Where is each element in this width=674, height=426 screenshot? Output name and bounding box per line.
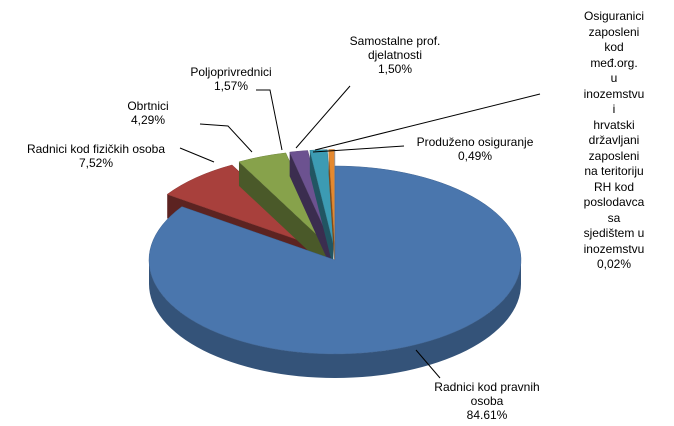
slice-side — [309, 150, 334, 268]
category-label: Osiguranici zaposleni kod međ.org. u ino… — [583, 9, 645, 256]
slice — [148, 165, 522, 355]
slice-label: Obrtnici 4,29% — [127, 99, 168, 127]
leader-line — [415, 349, 441, 379]
value-label: 0,49% — [457, 149, 493, 163]
slice-side — [149, 260, 521, 378]
leader-line — [179, 147, 215, 163]
slice-label: Radnici kod fizičkih osoba 7,52% — [27, 142, 165, 170]
value-label: 7,52% — [78, 156, 114, 170]
slice — [328, 149, 335, 244]
slice-label: Radnici kod pravnih osoba 84.61% — [434, 380, 539, 422]
leader-line — [312, 145, 405, 153]
category-label: Obrtnici — [127, 99, 169, 113]
category-label: Radnici kod fizičkih osoba — [26, 142, 166, 156]
slice — [148, 165, 522, 378]
value-label: 1,57% — [213, 79, 249, 93]
value-label: 0,02% — [596, 257, 632, 271]
leader-lines — [179, 85, 541, 379]
leader-line — [256, 89, 283, 151]
slice — [166, 164, 321, 248]
slice-label: Osiguranici zaposleni kod međ.org. u ino… — [584, 9, 645, 273]
slice-side — [238, 161, 328, 269]
slice-side — [289, 152, 332, 268]
slice-label: Poljoprivrednici 1,57% — [190, 65, 271, 93]
slice-label: Samostalne prof. djelatnosti 1,50% — [350, 34, 441, 76]
leader-line — [314, 93, 541, 151]
slice — [309, 149, 334, 268]
category-label: Poljoprivrednici — [190, 65, 272, 79]
value-label: 84.61% — [466, 408, 508, 422]
slice-label: Produženo osiguranje 0,49% — [417, 135, 534, 163]
value-label: 4,29% — [130, 113, 166, 127]
value-label: 1,50% — [377, 62, 413, 76]
slice-side — [328, 149, 335, 268]
slice — [328, 149, 335, 268]
category-label: Produženo osiguranje — [416, 135, 534, 149]
leader-line — [295, 85, 351, 149]
category-label: Samostalne prof. djelatnosti — [349, 34, 441, 62]
slice — [289, 150, 332, 244]
category-label: Radnici kod pravnih osoba — [434, 380, 540, 408]
leader-line — [199, 123, 253, 153]
slice — [238, 152, 328, 245]
slice — [309, 149, 334, 244]
